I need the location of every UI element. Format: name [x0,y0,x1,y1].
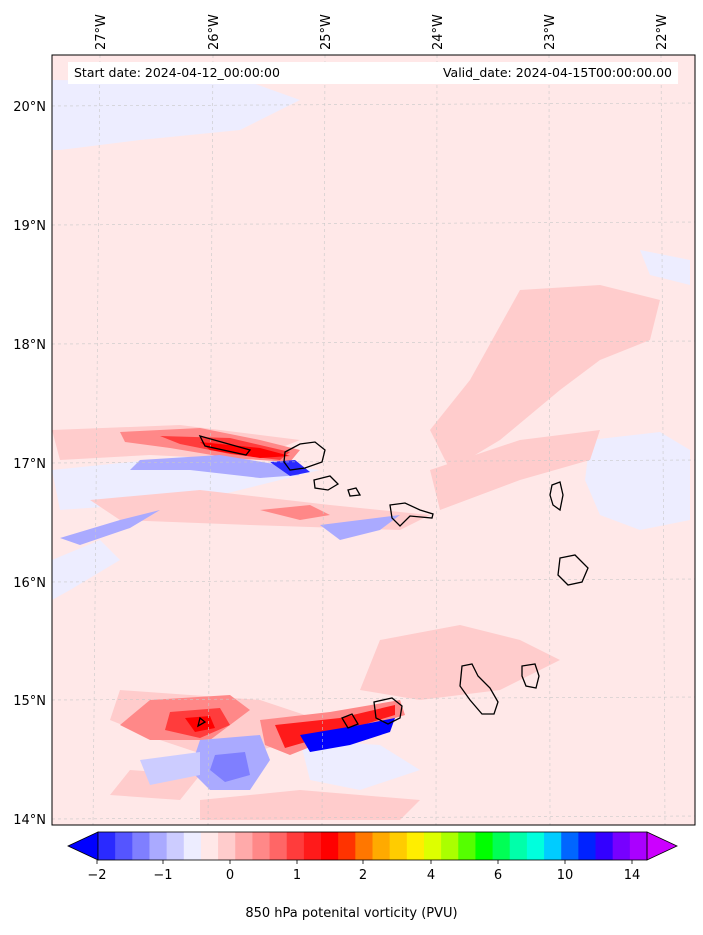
colorbar-swatch [389,832,408,860]
colorbar-swatch [458,832,476,860]
colorbar-tick-label: 1 [293,868,301,883]
valid-date-label: Valid_date: 2024-04-15T00:00:00.00 [410,62,678,84]
longitude-label: 22°W [655,14,670,50]
longitude-label: 27°W [94,14,109,50]
island-coast-fragment [196,716,207,728]
island-santa-luzia [347,487,362,497]
colorbar-tick-label: 0 [226,868,234,883]
colorbar-swatch [98,832,116,860]
pv-streak-north [60,428,400,545]
island-sal [549,481,564,512]
colorbar-swatch [235,832,253,860]
island-santo-antao [283,441,326,471]
colorbar-swatch [355,832,373,860]
colorbar-title: 850 hPa potenital vorticity (PVU) [245,906,458,921]
longitude-label: 24°W [431,14,446,50]
island-brava [341,713,359,729]
colorbar-swatch [492,832,511,860]
colorbar-swatch [612,832,631,860]
colorbar-swatch [406,832,425,860]
pv-streak-south [120,695,405,790]
colorbar-swatch [286,832,305,860]
colorbar-swatch [338,832,356,860]
colorbar-swatch [115,832,133,860]
colorbar-swatch [200,832,219,860]
latitude-label: 16°N [13,576,46,591]
colorbar-tick-label: 6 [494,868,502,883]
colorbar-swatch [595,832,614,860]
colorbar-swatch [183,832,202,860]
latitude-label: 18°N [13,338,46,353]
colorbar-min-extension [67,831,99,861]
colorbar-swatch [509,832,528,860]
longitude-label: 23°W [543,14,558,50]
colorbar-frame [97,831,648,861]
island-maio [521,663,540,689]
colorbar-tick-label: −1 [153,868,172,883]
colorbar-tick-label: 10 [557,868,574,883]
colorbar-tick-label: 4 [427,868,435,883]
map-frame [51,54,696,826]
colorbar-swatch [166,832,185,860]
latitude-label: 15°N [13,694,46,709]
island-sao-nicolau [389,502,434,527]
colorbar-swatch [423,832,442,860]
longitude-label: 26°W [207,14,222,50]
island-boa-vista [557,554,589,586]
map-panel [51,54,696,826]
start-date-label: Start date: 2024-04-12_00:00:00 [68,62,418,84]
latitude-label: 17°N [13,457,46,472]
graticule [51,54,696,826]
colorbar-swatch [526,832,545,860]
negative-pv-regions [52,80,690,790]
colorbar-swatch [578,832,597,860]
latitude-label: 20°N [13,100,46,115]
colorbar-tick-label: −2 [87,868,106,883]
colorbar-swatch [544,832,562,860]
colorbar-swatch [269,832,288,860]
island-sao-vicente [313,475,340,491]
colorbar-ticks: −2 −1 0 1 2 4 6 10 14 [87,860,640,883]
island-coast-fragment-2 [198,434,252,456]
colorbar [67,831,678,861]
colorbar-swatch [149,832,168,860]
colorbar-swatch [218,832,236,860]
latitude-label: 14°N [13,813,46,828]
colorbar-swatch [321,832,339,860]
colorbar-swatch [475,832,494,860]
colorbar-swatch [303,832,322,860]
colorbar-tick-label: 2 [359,868,367,883]
colorbar-swatch [132,832,150,860]
longitude-label: 25°W [319,14,334,50]
colorbar-max-extension [646,831,678,861]
colorbar-swatch [372,832,391,860]
latitude-labels: 20°N 19°N 18°N 17°N 16°N 15°N 14°N [13,100,46,828]
colorbar-swatch [629,832,648,860]
colorbar-swatch [441,832,459,860]
longitude-labels: 27°W 26°W 25°W 24°W 23°W 22°W [94,14,670,50]
cape-verde-islands [196,434,589,729]
colorbar-tick-label: 14 [624,868,641,883]
island-fogo [373,697,403,725]
island-santiago [459,663,499,715]
latitude-label: 19°N [13,219,46,234]
colorbar-swatch [252,832,271,860]
colorbar-swatch [561,832,579,860]
